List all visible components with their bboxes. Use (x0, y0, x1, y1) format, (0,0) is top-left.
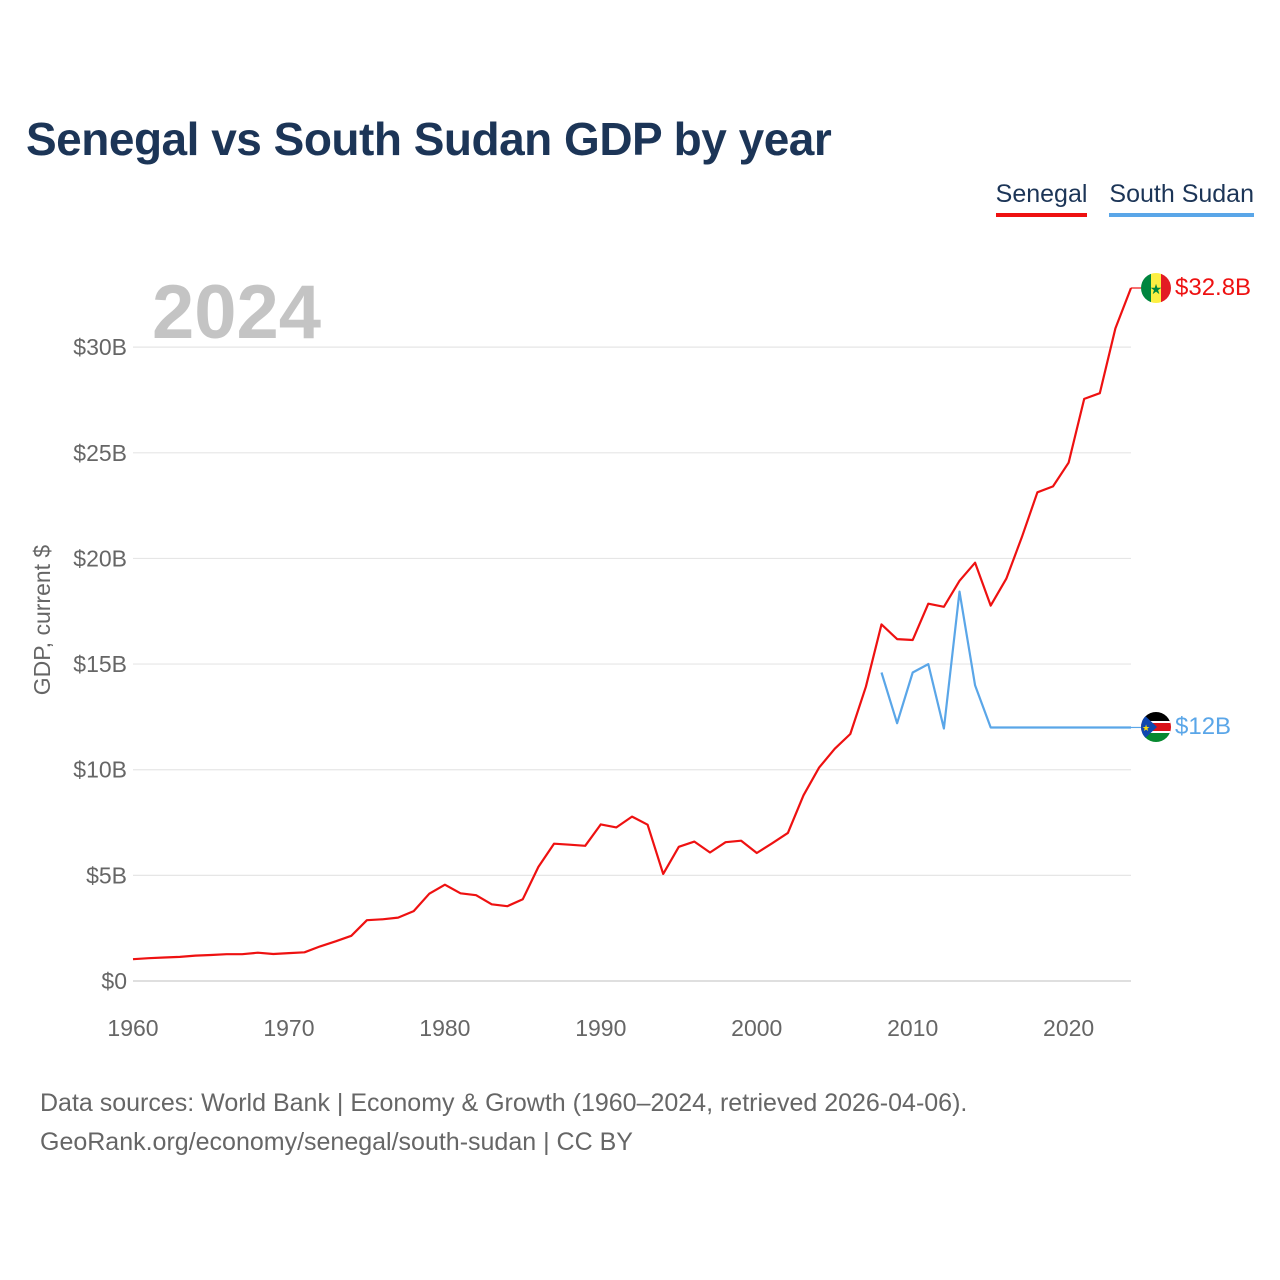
y-tick-label: $15B (73, 651, 127, 677)
y-tick-label: $25B (73, 440, 127, 466)
x-tick-label: 2000 (731, 1015, 782, 1041)
senegal-series-line[interactable] (132, 287, 1133, 961)
x-tick-label: 1960 (107, 1015, 158, 1041)
y-tick-label: $0 (101, 968, 127, 994)
legend: Senegal South Sudan (995, 180, 1254, 217)
y-axis-label: GDP, current $ (29, 545, 55, 696)
legend-senegal[interactable]: Senegal (995, 180, 1088, 217)
y-tick-label: $5B (86, 862, 127, 888)
x-tick-label: 2020 (1043, 1015, 1094, 1041)
y-tick-label: $20B (73, 545, 127, 571)
x-tick-label: 1980 (419, 1015, 470, 1041)
svg-text:★: ★ (1150, 282, 1163, 298)
south-sudan-end-value-label: $12B (1175, 713, 1231, 740)
south-sudan-flag-icon: ★ (1141, 712, 1171, 742)
y-tick-label: $30B (73, 334, 127, 360)
senegal-end-value-label: $32.8B (1175, 274, 1251, 301)
svg-text:★: ★ (1142, 724, 1150, 734)
x-tick-label: 2010 (887, 1015, 938, 1041)
footer: Data sources: World Bank | Economy & Gro… (40, 1084, 967, 1162)
chart-title: Senegal vs South Sudan GDP by year (26, 113, 832, 165)
senegal-flag-icon: ★ (1141, 273, 1171, 303)
south-sudan-series-line[interactable] (880, 590, 1132, 730)
x-tick-label: 1970 (263, 1015, 314, 1041)
footer-link[interactable]: GeoRank.org/economy/senegal/south-sudan … (40, 1128, 633, 1156)
footer-sources: Data sources: World Bank | Economy & Gro… (40, 1089, 968, 1117)
year-watermark: 2024 (152, 270, 321, 355)
x-tick-label: 1990 (575, 1015, 626, 1041)
legend-south-sudan[interactable]: South Sudan (1109, 180, 1254, 217)
y-tick-label: $10B (73, 757, 127, 783)
